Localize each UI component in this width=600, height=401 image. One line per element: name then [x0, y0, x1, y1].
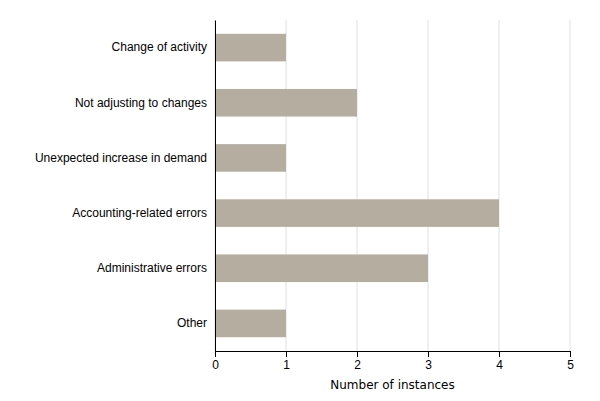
- bar: [215, 144, 286, 172]
- x-tick: 0: [212, 351, 219, 372]
- bars: [215, 34, 499, 337]
- tick-mark: [286, 351, 287, 357]
- tick-label: 0: [212, 358, 219, 372]
- tick-label: Not adjusting to changes: [75, 96, 207, 110]
- tick-label: Change of activity: [112, 40, 207, 54]
- axis-line: [215, 21, 216, 352]
- tick-mark: [215, 351, 216, 357]
- tick-label: Administrative errors: [97, 261, 207, 275]
- tick-label: 3: [425, 358, 432, 372]
- y-axis: Change of activity Not adjusting to chang…: [35, 21, 216, 352]
- axis-line: [216, 352, 571, 358]
- bar: [215, 89, 357, 117]
- x-tick: 5: [567, 351, 574, 372]
- bar: [215, 310, 286, 338]
- y-tick: Accounting-related errors: [72, 206, 215, 220]
- tick-mark: [428, 351, 429, 357]
- tick-label: Unexpected increase in demand: [35, 151, 207, 165]
- tick-label: 4: [496, 358, 503, 372]
- grid-line: [428, 20, 429, 351]
- plot: 0 1 2 3 4 5 Change of activity Not adjusting to…: [35, 20, 574, 372]
- y-tick: Unexpected increase in demand: [35, 151, 215, 165]
- grid-line: [570, 20, 571, 351]
- bar: [215, 199, 499, 227]
- chart: 0 1 2 3 4 5 Change of activity Not adjusting to…: [0, 0, 600, 401]
- x-tick: 4: [496, 351, 503, 372]
- tick-label: Other: [177, 316, 207, 330]
- tick-label: 1: [283, 358, 290, 372]
- y-tick: Administrative errors: [97, 261, 215, 275]
- grid-line: [215, 20, 216, 351]
- grid-line: [286, 20, 287, 351]
- tick-mark: [357, 351, 358, 357]
- x-tick: 1: [283, 351, 290, 372]
- x-tick: 3: [425, 351, 432, 372]
- x-tick: 2: [354, 351, 361, 372]
- tick-label: 5: [567, 358, 574, 372]
- tick-mark: [570, 351, 571, 357]
- y-tick: Other: [177, 316, 215, 330]
- bar: [215, 254, 428, 282]
- grid-line: [357, 20, 358, 351]
- tick-label: Accounting-related errors: [72, 206, 207, 220]
- y-tick: Not adjusting to changes: [75, 96, 215, 110]
- grid: [215, 20, 570, 351]
- x-axis: 0 1 2 3 4 5: [212, 351, 574, 372]
- tick-mark: [499, 351, 500, 357]
- x-axis-title: Number of instances: [330, 378, 455, 392]
- tick-label: 2: [354, 358, 361, 372]
- bar: [215, 34, 286, 62]
- y-tick: Change of activity: [112, 40, 215, 54]
- grid-line: [499, 20, 500, 351]
